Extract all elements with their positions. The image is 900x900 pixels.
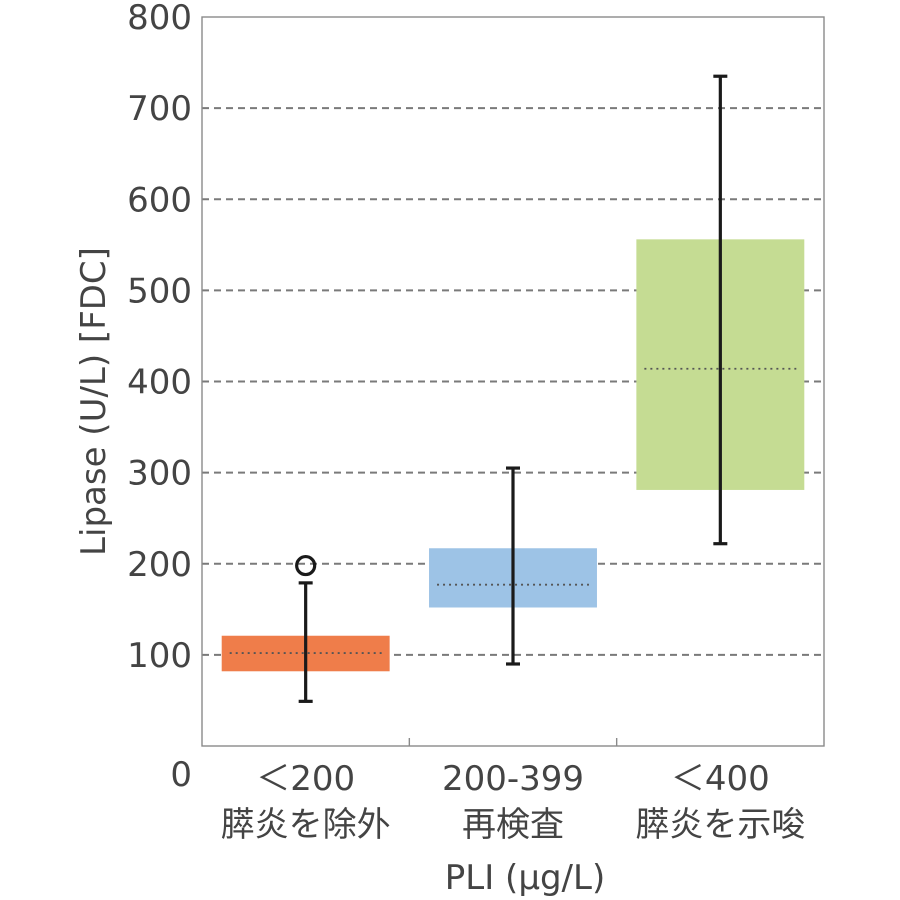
x-tick-sublabel: 膵炎を示唆 xyxy=(635,805,805,845)
y-tick-label: 500 xyxy=(127,271,192,311)
box-group xyxy=(636,74,805,546)
x-axis-label: PLI (μg/L) xyxy=(445,858,605,898)
x-tick-sublabel: 再検査 xyxy=(462,805,564,845)
y-tick-label: 600 xyxy=(127,180,192,220)
y-tick-label: 800 xyxy=(127,0,192,38)
plot-frame xyxy=(201,16,825,747)
x-tick-sublabel: 膵炎を除外 xyxy=(221,805,391,845)
box-group xyxy=(429,466,597,666)
y-tick-label: 400 xyxy=(127,363,192,403)
x-tick-label: 200-399 xyxy=(442,759,584,799)
x-tick-labels: ＜200 膵炎を除外 200-399 再検査 ＜400 膵炎を示唆 xyxy=(221,759,806,845)
x-tick-label: ＜400 xyxy=(671,759,770,799)
outlier-point xyxy=(295,554,317,577)
y-tick-label: 100 xyxy=(127,636,192,676)
x-tick-label: ＜200 xyxy=(256,759,355,799)
x-tick-marks xyxy=(408,738,618,746)
y-axis-label: Lipase (U/L) [FDC] xyxy=(74,247,114,556)
y-tick-label: 700 xyxy=(127,89,192,129)
y-tick-label: 0 xyxy=(170,755,192,795)
box-group xyxy=(221,554,390,703)
y-tick-label: 300 xyxy=(127,454,192,494)
box-series xyxy=(221,74,805,703)
y-tick-label: 200 xyxy=(127,545,192,585)
y-tick-labels: 0 100 200 300 400 500 600 700 800 xyxy=(127,0,192,795)
